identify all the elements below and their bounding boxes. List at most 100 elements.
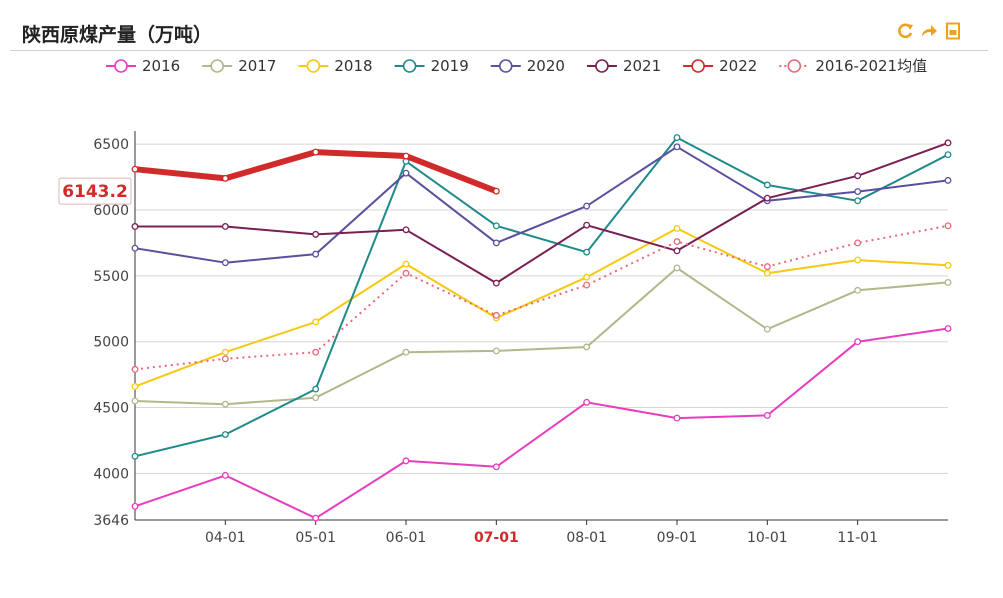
data-point-2017[interactable]: [131, 397, 139, 405]
series-line-2019[interactable]: [134, 136, 949, 458]
data-point-2017[interactable]: [221, 400, 229, 408]
legend-marker: [691, 59, 705, 73]
data-point-2021[interactable]: [492, 279, 500, 287]
legend-label: 2016: [142, 57, 180, 75]
legend-item-2016[interactable]: 2016: [106, 57, 180, 75]
legend-label: 2016-2021均值: [815, 57, 927, 75]
data-point-2021[interactable]: [583, 221, 591, 229]
legend-item-2021[interactable]: 2021: [586, 57, 661, 75]
data-point-2022[interactable]: [402, 152, 410, 160]
data-point-2021[interactable]: [673, 247, 681, 255]
data-point-2017[interactable]: [312, 394, 320, 402]
data-point-2016[interactable]: [944, 325, 952, 332]
data-point-2020[interactable]: [131, 244, 139, 252]
data-point-2020[interactable]: [492, 239, 500, 247]
data-point-2017[interactable]: [583, 343, 591, 351]
data-point-2018[interactable]: [944, 261, 952, 269]
data-point-2019[interactable]: [673, 134, 681, 142]
data-point-2018[interactable]: [583, 273, 591, 281]
legend-marker: [595, 59, 609, 73]
data-point-2016[interactable]: [763, 411, 771, 419]
data-point-2021[interactable]: [402, 226, 410, 234]
data-point-2020[interactable]: [402, 169, 410, 177]
data-point-2022[interactable]: [492, 187, 500, 195]
data-point-2022[interactable]: [312, 148, 320, 156]
data-point-2016-2021均值[interactable]: [854, 239, 862, 247]
data-point-2017[interactable]: [673, 264, 681, 272]
data-point-2020[interactable]: [673, 143, 681, 151]
data-point-2020[interactable]: [854, 188, 862, 196]
data-point-2016-2021均值[interactable]: [492, 311, 500, 319]
legend-item-2019[interactable]: 2019: [394, 57, 469, 75]
data-point-2016[interactable]: [221, 471, 229, 479]
data-point-2019[interactable]: [583, 248, 591, 256]
data-point-2016[interactable]: [402, 457, 410, 465]
legend-item-2018[interactable]: 2018: [298, 57, 373, 75]
data-point-2019[interactable]: [944, 151, 952, 159]
data-point-2020[interactable]: [944, 176, 952, 184]
data-point-2022[interactable]: [131, 165, 139, 173]
data-point-2020[interactable]: [583, 202, 591, 210]
data-point-2016[interactable]: [854, 338, 862, 346]
chart-legend[interactable]: 2016 2017 2018 2019 2020 2021 2022 2016-2021均值: [106, 57, 927, 75]
legend-item-2017[interactable]: 2017: [202, 57, 276, 75]
legend-item-2016-2021均值[interactable]: 2016-2021均值: [779, 57, 927, 75]
data-point-2021[interactable]: [763, 194, 771, 202]
data-point-2016-2021均值[interactable]: [402, 269, 410, 277]
series-line-2021[interactable]: [135, 141, 949, 285]
data-point-2016-2021均值[interactable]: [583, 281, 591, 289]
chart-title: 陕西原煤产量（万吨）: [22, 24, 213, 46]
data-point-2021[interactable]: [312, 230, 320, 238]
legend-label: 2019: [431, 57, 469, 75]
data-point-2021[interactable]: [944, 139, 952, 147]
share-icon[interactable]: [920, 22, 938, 40]
data-point-2016[interactable]: [312, 514, 320, 522]
data-point-2018[interactable]: [673, 224, 681, 232]
data-point-2022[interactable]: [221, 174, 229, 182]
data-point-2019[interactable]: [492, 222, 500, 230]
data-point-2016-2021均值[interactable]: [221, 355, 229, 363]
x-tick-label: 10-01: [747, 530, 788, 546]
data-point-2016-2021均值[interactable]: [673, 238, 681, 246]
save-image-icon[interactable]: [944, 22, 962, 40]
data-point-2021[interactable]: [131, 223, 139, 230]
data-point-2018[interactable]: [402, 260, 410, 268]
data-point-2020[interactable]: [221, 259, 229, 267]
data-point-2016[interactable]: [583, 398, 591, 406]
data-point-2016-2021均值[interactable]: [312, 348, 320, 356]
data-point-2016-2021均值[interactable]: [944, 222, 952, 230]
data-point-2017[interactable]: [944, 278, 952, 286]
data-point-2021[interactable]: [221, 223, 229, 230]
data-point-2017[interactable]: [763, 325, 771, 333]
legend-item-2022[interactable]: 2022: [683, 57, 757, 75]
data-point-2019[interactable]: [221, 431, 229, 438]
series-line-2018[interactable]: [134, 227, 949, 388]
series-line-2020[interactable]: [134, 145, 949, 264]
data-point-2018[interactable]: [221, 348, 229, 356]
data-point-2016[interactable]: [673, 414, 681, 422]
refresh-icon[interactable]: [896, 22, 914, 40]
data-point-2019[interactable]: [312, 385, 320, 393]
data-point-2020[interactable]: [312, 250, 320, 258]
legend-marker: [306, 59, 321, 73]
data-point-2021[interactable]: [854, 172, 862, 180]
data-point-2019[interactable]: [763, 181, 771, 189]
data-point-2016-2021均值[interactable]: [763, 263, 771, 271]
series-line-2017[interactable]: [134, 267, 949, 406]
legend-item-2020[interactable]: 2020: [490, 57, 565, 75]
data-point-2018[interactable]: [131, 383, 139, 390]
series-line-2016[interactable]: [134, 327, 949, 520]
data-point-2019[interactable]: [131, 452, 139, 460]
data-point-2018[interactable]: [312, 318, 320, 326]
data-point-2017[interactable]: [854, 286, 862, 294]
data-point-2017[interactable]: [402, 348, 410, 356]
data-point-2016-2021均值[interactable]: [131, 365, 139, 373]
data-point-2017[interactable]: [492, 347, 500, 355]
data-point-2019[interactable]: [854, 197, 862, 205]
data-point-2018[interactable]: [854, 256, 862, 264]
series-line-2022[interactable]: [134, 149, 498, 194]
data-point-2016[interactable]: [492, 463, 500, 471]
data-point-2018[interactable]: [763, 269, 771, 277]
data-point-2016[interactable]: [131, 502, 139, 510]
